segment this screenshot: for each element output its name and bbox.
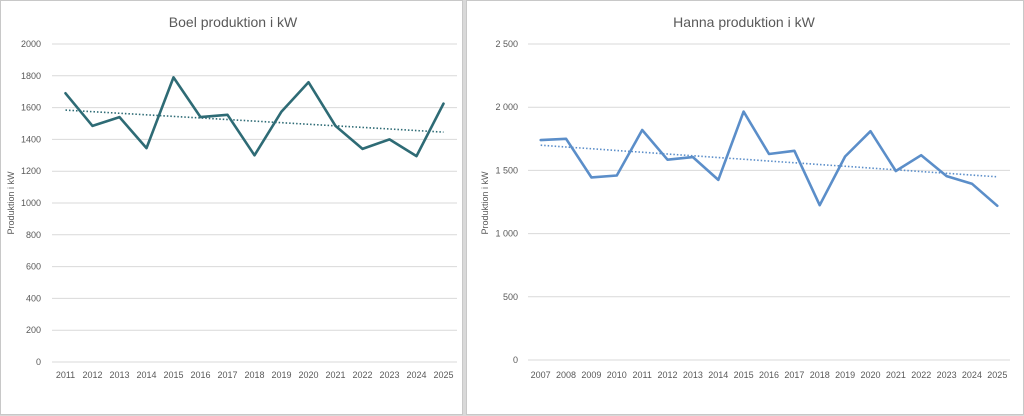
x-tick-label: 2022	[352, 370, 372, 380]
chart-panel-hanna: Hanna produktion i kW Produktion i kW 0 5…	[466, 0, 1024, 415]
x-tick-label: 2024	[406, 370, 426, 380]
y-tick-label: 500	[503, 292, 518, 302]
x-tick-label: 2018	[810, 370, 830, 380]
chart-title: Hanna produktion i kW	[673, 14, 815, 30]
x-tick-label: 2020	[298, 370, 318, 380]
x-tick-label: 2011	[632, 370, 651, 380]
x-tick-label: 2017	[784, 370, 804, 380]
x-tick-label: 2016	[759, 370, 779, 380]
x-tick-label: 2021	[886, 370, 906, 380]
x-tick-label: 2012	[82, 370, 102, 380]
y-tick-label: 800	[26, 230, 41, 240]
y-tick-label: 1000	[21, 198, 41, 208]
x-tick-label: 2017	[217, 370, 237, 380]
x-tick-label: 2025	[987, 370, 1007, 380]
x-tick-label: 2020	[860, 370, 880, 380]
x-tick-label: 2014	[708, 370, 728, 380]
x-tick-label: 2011	[56, 370, 75, 380]
trendline	[65, 109, 444, 133]
x-tick-label: 2013	[683, 370, 703, 380]
x-tick-label: 2024	[962, 370, 982, 380]
y-tick-label: 600	[26, 262, 41, 272]
y-tick-label: 2 500	[495, 39, 518, 49]
x-tick-label: 2014	[136, 370, 156, 380]
x-tick-label: 2023	[379, 370, 399, 380]
x-tick-label: 2009	[581, 370, 601, 380]
x-tick-label: 2010	[607, 370, 627, 380]
plot-area: 0 500 1 000 1 500 2 000 2 500 2007 2008 2009 2010…	[495, 39, 1010, 380]
x-tick-label: 2022	[911, 370, 931, 380]
x-tick-label: 2023	[937, 370, 957, 380]
y-tick-label: 1 500	[495, 165, 518, 175]
series-line	[539, 110, 999, 208]
x-tick-label: 2015	[734, 370, 754, 380]
plot-area: 0 200 400 600 800 1000 1200 1400 1600 1800 2000 201…	[21, 39, 457, 380]
chart-panel-boel: Boel produktion i kW Produktion i kW 0 20…	[0, 0, 463, 415]
x-tick-label: 2021	[325, 370, 345, 380]
y-tick-label: 1800	[21, 71, 41, 81]
y-axis-label: Produktion i kW	[480, 171, 490, 235]
y-tick-label: 400	[26, 293, 41, 303]
y-tick-label: 2000	[21, 39, 41, 49]
chart-title: Boel produktion i kW	[169, 14, 298, 30]
x-tick-label: 2015	[163, 370, 183, 380]
y-tick-label: 1400	[21, 134, 41, 144]
x-tick-label: 2019	[835, 370, 855, 380]
y-tick-label: 0	[513, 355, 518, 365]
y-tick-label: 2 000	[495, 102, 518, 112]
x-tick-label: 2007	[531, 370, 551, 380]
y-tick-label: 1600	[21, 103, 41, 113]
trendline	[540, 144, 998, 178]
chart-hanna: Hanna produktion i kW Produktion i kW 0 5…	[480, 14, 1010, 380]
x-tick-label: 2025	[433, 370, 453, 380]
x-tick-label: 2018	[244, 370, 264, 380]
x-tick-label: 2016	[190, 370, 210, 380]
y-axis-label: Produktion i kW	[6, 171, 16, 235]
x-tick-label: 2019	[271, 370, 291, 380]
y-tick-label: 1 000	[495, 229, 518, 239]
y-tick-label: 0	[36, 357, 41, 367]
x-tick-label: 2013	[109, 370, 129, 380]
series-line	[64, 76, 445, 158]
y-tick-label: 200	[26, 325, 41, 335]
x-tick-label: 2008	[556, 370, 576, 380]
y-tick-label: 1200	[21, 166, 41, 176]
x-tick-label: 2012	[658, 370, 678, 380]
chart-boel: Boel produktion i kW Produktion i kW 0 20…	[6, 14, 457, 380]
